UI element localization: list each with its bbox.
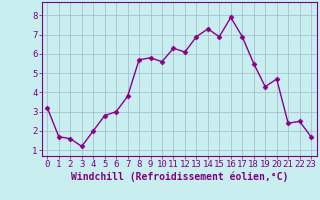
X-axis label: Windchill (Refroidissement éolien,°C): Windchill (Refroidissement éolien,°C) — [70, 172, 288, 182]
